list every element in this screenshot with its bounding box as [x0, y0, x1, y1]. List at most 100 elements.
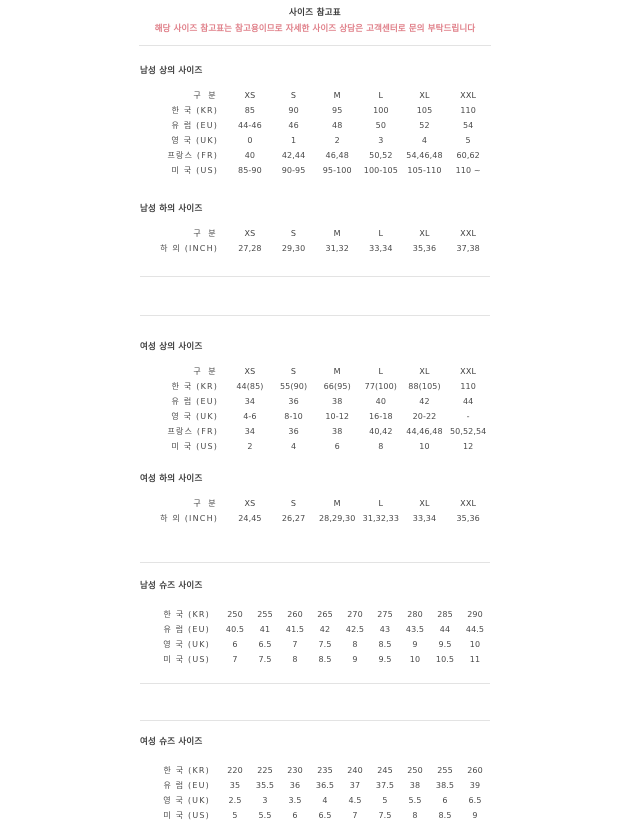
table-cell: 46,48	[325, 151, 349, 160]
table-cell: 250	[227, 610, 243, 619]
table-cell: 5	[382, 796, 388, 805]
table-cell: 48	[332, 121, 343, 130]
section-men-shoes: 남성 슈즈 사이즈 한 국 (KR) 250 255 260 265 270 2…	[140, 579, 490, 667]
table-cell: 85-90	[238, 166, 262, 175]
table-cell: 42,44	[281, 151, 306, 160]
row-label: 한 국 (KR)	[171, 106, 219, 115]
row-label: 프랑스 (FR)	[167, 427, 219, 436]
row-label: 프랑스 (FR)	[167, 151, 219, 160]
table-cell: 43	[379, 625, 391, 634]
table-men-top: 구 분 XS S M L XL XXL 한 국 (KR) 85 90 95 10…	[140, 88, 490, 178]
table-cell: 7	[292, 640, 298, 649]
table-cell: 9	[352, 655, 358, 664]
table-header-row: 구 분 XS S M L XL XXL	[140, 88, 490, 103]
table-cell: 8.5	[378, 640, 392, 649]
table-cell: 235	[317, 766, 333, 775]
divider-before-women-shoes-bottom	[140, 720, 490, 721]
table-cell: 39	[469, 781, 481, 790]
table-cell: 7	[232, 655, 238, 664]
table-cell: 16-18	[368, 412, 393, 421]
table-cell: 40	[375, 397, 387, 406]
section-title-men-shoes: 남성 슈즈 사이즈	[140, 581, 203, 591]
row-label: 유 럽 (EU)	[163, 781, 210, 790]
column-header: 구 분	[193, 499, 219, 508]
column-header: M	[333, 91, 341, 100]
row-label: 하 의 (INCH)	[160, 244, 219, 253]
column-header: XL	[419, 91, 430, 100]
table-cell: 8	[378, 442, 384, 451]
table-cell: 40,42	[369, 427, 393, 436]
column-header: XXL	[460, 367, 477, 376]
table-cell: 55(90)	[279, 382, 308, 391]
table-cell: 250	[407, 766, 423, 775]
table-cell: 34	[244, 427, 256, 436]
table-row: 한 국 (KR) 250 255 260 265 270 275 280 285…	[140, 607, 490, 622]
table-cell: 36	[289, 781, 301, 790]
table-cell: 260	[287, 610, 303, 619]
table-cell: 40	[244, 151, 256, 160]
divider-before-women-shoes-top	[140, 683, 490, 684]
column-header: L	[378, 499, 384, 508]
section-men-top: 남성 상의 사이즈 구 분 XS S M L XL XXL 한 국 (KR) 8…	[140, 64, 490, 178]
table-row: 프랑스 (FR) 40 42,44 46,48 50,52 54,46,48 6…	[140, 148, 490, 163]
table-cell: 37	[349, 781, 361, 790]
section-title-women-top: 여성 상의 사이즈	[140, 342, 203, 352]
column-header: M	[333, 229, 341, 238]
table-cell: 50,52	[369, 151, 393, 160]
table-row: 미 국 (US) 2 4 6 8 10 12	[140, 439, 490, 454]
table-men-shoes: 한 국 (KR) 250 255 260 265 270 275 280 285…	[140, 607, 490, 667]
column-header: XXL	[460, 229, 477, 238]
table-row: 하 의 (INCH) 24,45 26,27 28,29,30 31,32,33…	[140, 511, 490, 526]
table-cell: 42.5	[345, 625, 365, 634]
row-label: 한 국 (KR)	[163, 766, 210, 775]
table-cell: 35,36	[412, 244, 437, 253]
table-cell: 2.5	[228, 796, 242, 805]
row-label: 영 국 (UK)	[171, 412, 219, 421]
table-cell: 7	[352, 811, 358, 820]
table-cell: 44.5	[465, 625, 485, 634]
table-cell: 44(85)	[236, 382, 264, 391]
table-row: 영 국 (UK) 4-6 8-10 10-12 16-18 20-22 -	[140, 409, 490, 424]
table-cell: 8.5	[438, 811, 452, 820]
table-row: 유 럽 (EU) 34 36 38 40 42 44	[140, 394, 490, 409]
table-cell: 66(95)	[323, 382, 351, 391]
table-cell: 38	[409, 781, 421, 790]
table-cell: 27,28	[238, 244, 262, 253]
table-cell: 230	[287, 766, 303, 775]
page-header: 사이즈 참고표 해당 사이즈 참고표는 참고용이므로 자세한 사이즈 상담은 고…	[0, 0, 630, 37]
column-header: XL	[419, 229, 430, 238]
table-row: 한 국 (KR) 44(85) 55(90) 66(95) 77(100) 88…	[140, 379, 490, 394]
table-women-shoes: 한 국 (KR) 220 225 230 235 240 245 250 255…	[140, 763, 490, 823]
table-cell: 50	[375, 121, 387, 130]
table-cell: 280	[407, 610, 423, 619]
column-header: M	[333, 367, 341, 376]
table-cell: 38	[332, 397, 343, 406]
table-cell: 6.5	[258, 640, 272, 649]
table-cell: 90-95	[281, 166, 306, 175]
table-cell: 110	[460, 106, 476, 115]
row-label: 유 럽 (EU)	[163, 625, 210, 634]
table-cell: 52	[419, 121, 430, 130]
divider-men-women-top	[140, 276, 490, 277]
table-cell: 36	[288, 427, 299, 436]
table-cell: -	[466, 412, 470, 421]
table-cell: 7.5	[318, 640, 332, 649]
table-cell: 41.5	[285, 625, 305, 634]
table-cell: 5.5	[408, 796, 422, 805]
table-cell: 255	[257, 610, 273, 619]
table-cell: 44	[462, 397, 474, 406]
table-cell: 44-46	[238, 121, 262, 130]
table-cell: 2	[334, 136, 340, 145]
section-title-men-top: 남성 상의 사이즈	[140, 66, 203, 76]
table-cell: 240	[347, 766, 363, 775]
row-label: 영 국 (UK)	[171, 136, 219, 145]
table-cell: 35.5	[255, 781, 275, 790]
table-cell: 5	[232, 811, 238, 820]
table-cell: 225	[257, 766, 273, 775]
column-header: 구 분	[193, 367, 219, 376]
table-women-bottom: 구 분 XS S M L XL XXL 하 의 (INCH) 24,45 26,…	[140, 496, 490, 526]
column-header: 구 분	[193, 229, 219, 238]
table-cell: 10	[409, 655, 421, 664]
table-cell: 90	[288, 106, 299, 115]
